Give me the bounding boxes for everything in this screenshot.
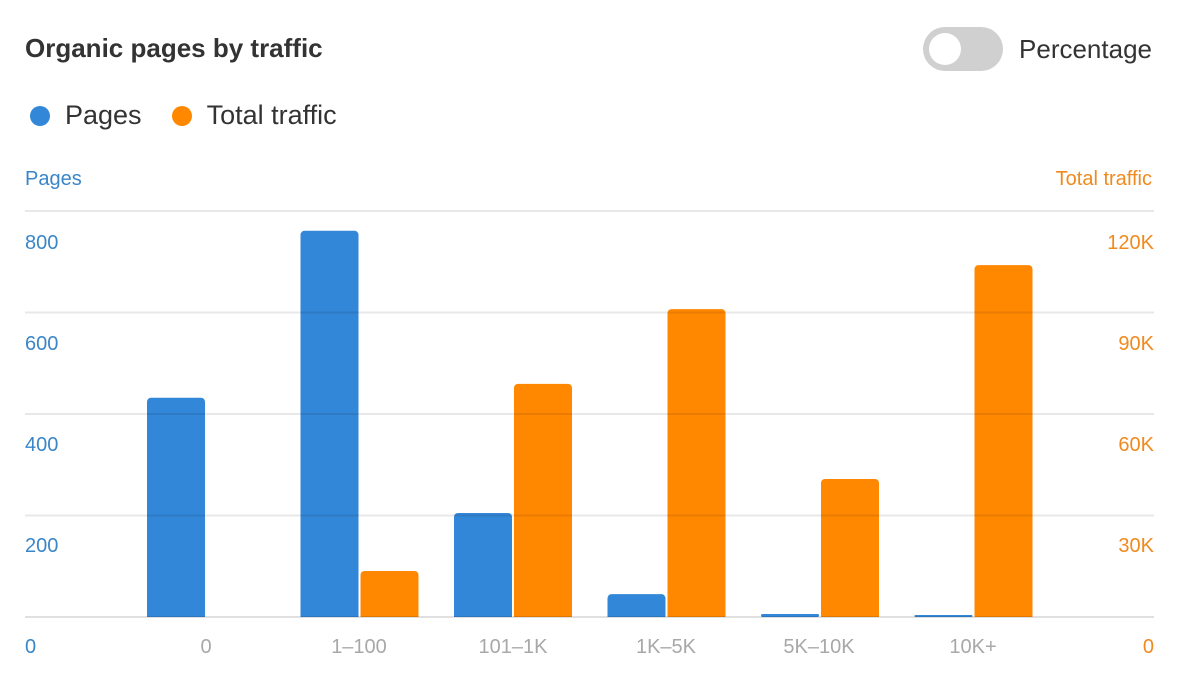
- legend-label: Pages: [65, 100, 142, 130]
- legend: Pages Total traffic: [30, 100, 367, 131]
- bar-base: [147, 613, 205, 617]
- bar-base: [974, 613, 1033, 617]
- left-tick: 200: [25, 535, 59, 557]
- bar-total-traffic[interactable]: [514, 383, 572, 617]
- bar-base: [821, 613, 879, 617]
- left-tick: 0: [25, 636, 37, 658]
- right-axis-title: Total traffic: [1055, 168, 1152, 190]
- bar-pages[interactable]: [147, 397, 205, 617]
- bar-total-traffic[interactable]: [667, 309, 726, 617]
- bar-total-traffic[interactable]: [821, 478, 879, 617]
- bar-pages[interactable]: [761, 613, 819, 617]
- legend-label: Total traffic: [206, 100, 337, 130]
- x-category-label: 0: [200, 636, 212, 658]
- right-tick: 120K: [1107, 232, 1154, 254]
- toggle-knob: [929, 33, 962, 65]
- bar-base: [360, 613, 419, 617]
- bar-pages[interactable]: [300, 230, 359, 618]
- x-category-label: 101–1K: [478, 636, 548, 658]
- toggle-switch[interactable]: [923, 27, 1004, 71]
- bar-pages[interactable]: [914, 614, 973, 617]
- right-tick: 90K: [1118, 333, 1154, 355]
- bar-base: [300, 613, 359, 617]
- left-tick: 400: [25, 434, 59, 456]
- percentage-toggle[interactable]: Percentage: [923, 27, 1152, 71]
- chart-title: Organic pages by traffic: [25, 33, 323, 63]
- x-category-label: 10K+: [949, 636, 997, 658]
- x-category-label: 1–100: [331, 636, 387, 658]
- bar-base: [607, 613, 666, 617]
- bar-base: [514, 613, 572, 617]
- pages-dot-icon: [30, 105, 50, 126]
- bar-base: [667, 613, 726, 617]
- bar-total-traffic[interactable]: [360, 570, 419, 617]
- right-tick: 60K: [1118, 434, 1154, 456]
- x-category-label: 1K–5K: [635, 636, 697, 658]
- left-tick: 600: [25, 333, 59, 355]
- left-tick: 800: [25, 232, 59, 254]
- bar-pages[interactable]: [607, 594, 666, 617]
- bar-pages[interactable]: [454, 512, 512, 617]
- legend-item-total-traffic[interactable]: Total traffic: [171, 100, 337, 131]
- bar-base: [454, 613, 512, 617]
- right-tick: 30K: [1118, 535, 1154, 557]
- toggle-label: Percentage: [1019, 33, 1152, 64]
- left-axis-title: Pages: [25, 168, 82, 190]
- bar-total-traffic[interactable]: [974, 265, 1033, 617]
- right-tick: 0: [1142, 636, 1154, 658]
- legend-item-pages[interactable]: Pages: [30, 100, 142, 131]
- traffic-dot-icon: [171, 105, 192, 126]
- x-category-label: 5K–10K: [783, 636, 855, 658]
